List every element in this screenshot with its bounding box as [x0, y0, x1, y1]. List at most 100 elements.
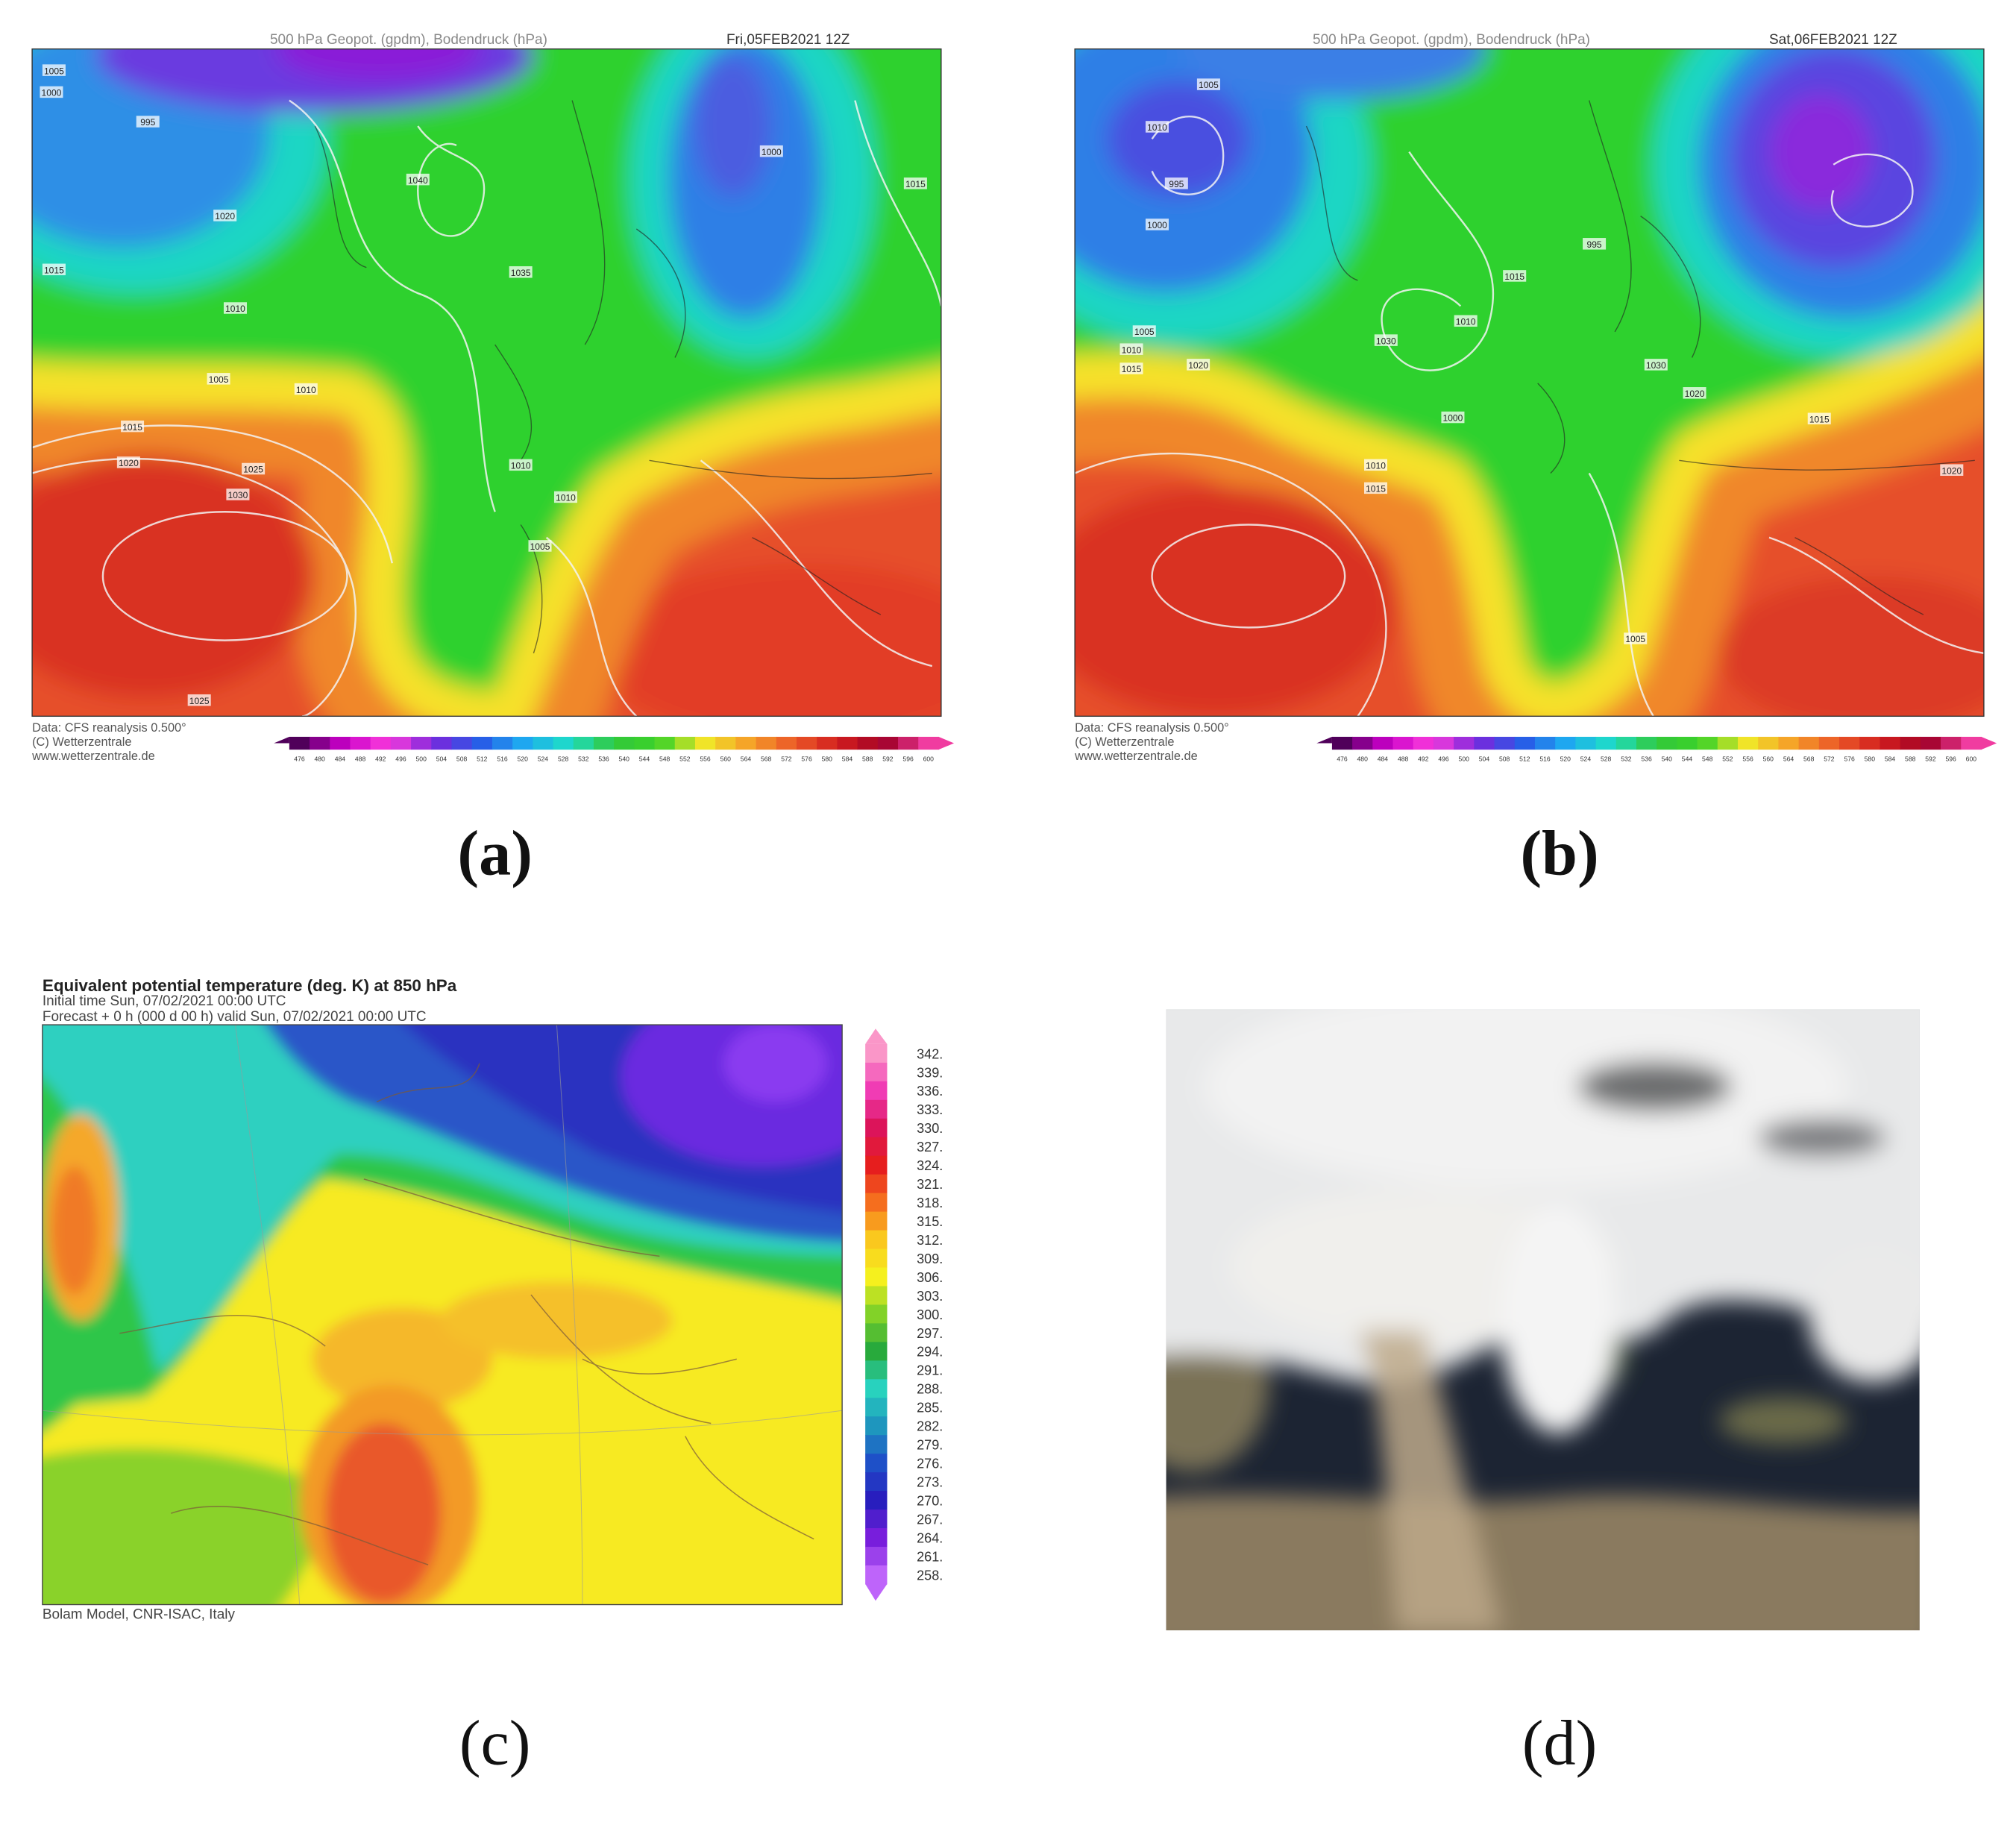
colorbar-label: 333.: [917, 1102, 943, 1117]
colorbar-swatch: [865, 1547, 888, 1566]
colorbar-label: 596: [1945, 755, 1956, 763]
colorbar-label: 279.: [917, 1438, 943, 1453]
colorbar-label: 291.: [917, 1363, 943, 1378]
colorbar-swatch: [865, 1230, 888, 1250]
colorbar-label: 560: [720, 755, 732, 763]
colorbar-swatch: [865, 1454, 888, 1473]
colorbar-swatch: [694, 736, 716, 750]
credit: (C) Wetterzentrale: [1075, 735, 1174, 749]
colorbar-label: 524: [1580, 755, 1592, 763]
colorbar-label: 321.: [917, 1177, 943, 1192]
colorbar-label: 560: [1763, 755, 1774, 763]
contour-label-box: [1503, 270, 1527, 282]
colorbar-swatch: [1413, 736, 1434, 750]
colorbar-swatch: [1778, 736, 1800, 750]
colorbar-swatch: [1454, 736, 1475, 750]
map-shape: [289, 99, 496, 512]
colorbar-label: 580: [1865, 755, 1876, 763]
layer: [1305, 100, 1975, 615]
colorbar-label: 524: [538, 755, 549, 763]
colorbar-swatch: [865, 1472, 888, 1492]
colorbar-swatch: [877, 736, 899, 750]
contour-label: 1010: [296, 385, 316, 395]
colorbar-label: 588: [1905, 755, 1916, 763]
contour-label: 1005: [1625, 634, 1645, 644]
colorbar-swatch: [865, 1323, 888, 1342]
colorbar-label: 261.: [917, 1549, 943, 1564]
colorbar-label: 576: [1844, 755, 1855, 763]
colorbar-label: 584: [842, 755, 853, 763]
colorbar-label: 276.: [917, 1457, 943, 1471]
colorbar-label: 504: [1479, 755, 1490, 763]
contour-label-box: [553, 491, 578, 503]
colorbar-label: 294.: [917, 1345, 943, 1360]
colorbar-swatch: [533, 736, 554, 750]
map-shape: [1075, 453, 1387, 717]
map-subtitle: Initial time Sun, 07/02/2021 00:00 UTC: [43, 993, 286, 1009]
colorbar-label: 339.: [917, 1065, 943, 1080]
contour-label-box: [406, 173, 430, 186]
map-shape: [1768, 536, 1984, 655]
contour-label-box: [294, 383, 318, 395]
panel-label: (b): [1520, 817, 1598, 888]
colorbar-swatch: [1392, 736, 1414, 750]
map-shape: [1151, 116, 1225, 195]
colorbar-swatch: [1900, 736, 1921, 750]
colorbar-swatch: [865, 1304, 888, 1324]
colorbar-label: 288.: [917, 1382, 943, 1397]
map-shape: [441, 1281, 673, 1360]
colorbar-swatch: [654, 736, 676, 750]
contour-label: 1010: [1147, 122, 1167, 133]
colorbar-swatch: [865, 1360, 888, 1380]
colorbar-label: 544: [1682, 755, 1693, 763]
map-shape: [723, 1025, 827, 1102]
contour-label: 1030: [1376, 336, 1396, 346]
contour-label-box: [1624, 632, 1648, 644]
colorbar-swatch: [865, 1342, 888, 1361]
colorbar-swatch: [1615, 736, 1637, 750]
colorbar-swatch: [1677, 736, 1698, 750]
colorbar-label: 528: [558, 755, 569, 763]
contour-label: 1010: [1456, 316, 1476, 327]
colorbar-label: 548: [659, 755, 671, 763]
colorbar-swatch: [1372, 736, 1394, 750]
colorbar-label: 300.: [917, 1307, 943, 1322]
colorbar-label: 342.: [917, 1046, 943, 1061]
colorbar-label: 552: [1722, 755, 1733, 763]
colorbar-label: 512: [477, 755, 488, 763]
colorbar-label: 544: [639, 755, 650, 763]
map-frame: [1074, 48, 1985, 717]
colorbar-swatch: [865, 1379, 888, 1398]
colorbar-swatch: [796, 736, 817, 750]
colorbar-swatch: [865, 1193, 888, 1213]
colorbar-label: 484: [1378, 755, 1389, 763]
contour-label-box: [509, 459, 533, 471]
contour-label: 1015: [1504, 271, 1524, 282]
credit: (C) Wetterzentrale: [32, 735, 131, 749]
map-shape: [1305, 100, 1975, 615]
contour-label-box: [223, 302, 247, 314]
contour-label-box: [187, 694, 211, 706]
colorbar-label: 564: [1783, 755, 1794, 763]
contour-label-box: [1807, 412, 1831, 425]
contour-label-box: [40, 86, 63, 98]
colorbar-label: 318.: [917, 1196, 943, 1210]
colorbar-swatch: [865, 1435, 888, 1454]
panel-label: (d): [1522, 1706, 1598, 1778]
colorbar-label: 258.: [917, 1568, 943, 1583]
contour-label: 1000: [762, 147, 782, 157]
contour-label: 1015: [1809, 414, 1830, 424]
colorbar-label: 480: [314, 755, 325, 763]
colorbar-swatch: [865, 1528, 888, 1548]
colorbar-swatch: [1941, 736, 1962, 750]
colorbar-label: 540: [1662, 755, 1673, 763]
contour-label-box: [1441, 411, 1465, 424]
colorbar-swatch: [898, 736, 919, 750]
contour-label: 1005: [44, 66, 64, 76]
colorbar-label: 488: [1398, 755, 1409, 763]
colorbar-swatch: [1595, 736, 1617, 750]
colorbar-swatch: [865, 1565, 888, 1585]
colorbar-swatch: [865, 1416, 888, 1436]
colorbar-label: 584: [1885, 755, 1896, 763]
colorbar-label: 540: [619, 755, 630, 763]
